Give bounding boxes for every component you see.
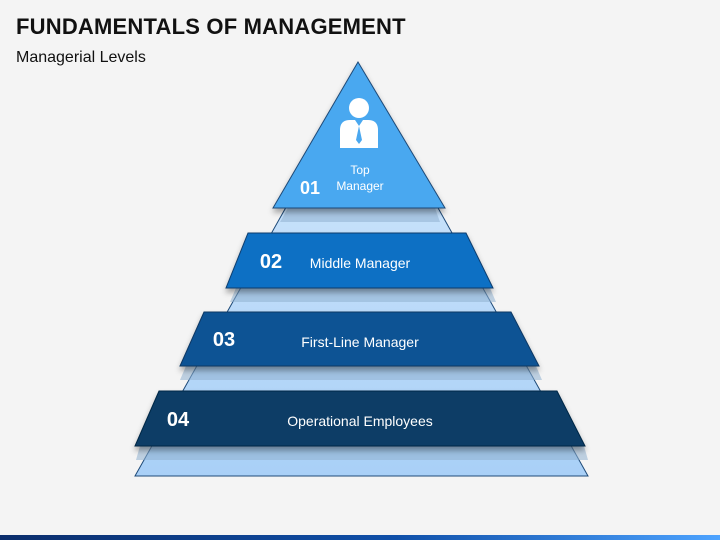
- slide-subtitle: Managerial Levels: [16, 49, 146, 66]
- band-shadow: [280, 208, 440, 222]
- level-03-band: [179, 311, 540, 367]
- footer-accent-bar: [0, 535, 720, 540]
- level-02-label: Middle Manager: [310, 255, 411, 271]
- band-shadow: [230, 288, 496, 302]
- level-01-label-line1: Top: [350, 163, 370, 177]
- band-shadow: [180, 366, 542, 380]
- slide-title: FUNDAMENTALS OF MANAGEMENT: [16, 14, 406, 39]
- level-04-label: Operational Employees: [287, 413, 433, 429]
- level-03-label: First-Line Manager: [301, 334, 419, 350]
- level-04-number: 04: [167, 409, 190, 431]
- manager-person-icon: [340, 98, 378, 148]
- level-02-number: 02: [260, 251, 282, 273]
- level-01-label-line2: Manager: [336, 179, 383, 193]
- band-shadow: [136, 446, 588, 460]
- level-02-band: [225, 232, 494, 289]
- level-04-band: [134, 390, 586, 447]
- level-03-number: 03: [213, 329, 235, 351]
- level-01-number: 01: [300, 178, 320, 198]
